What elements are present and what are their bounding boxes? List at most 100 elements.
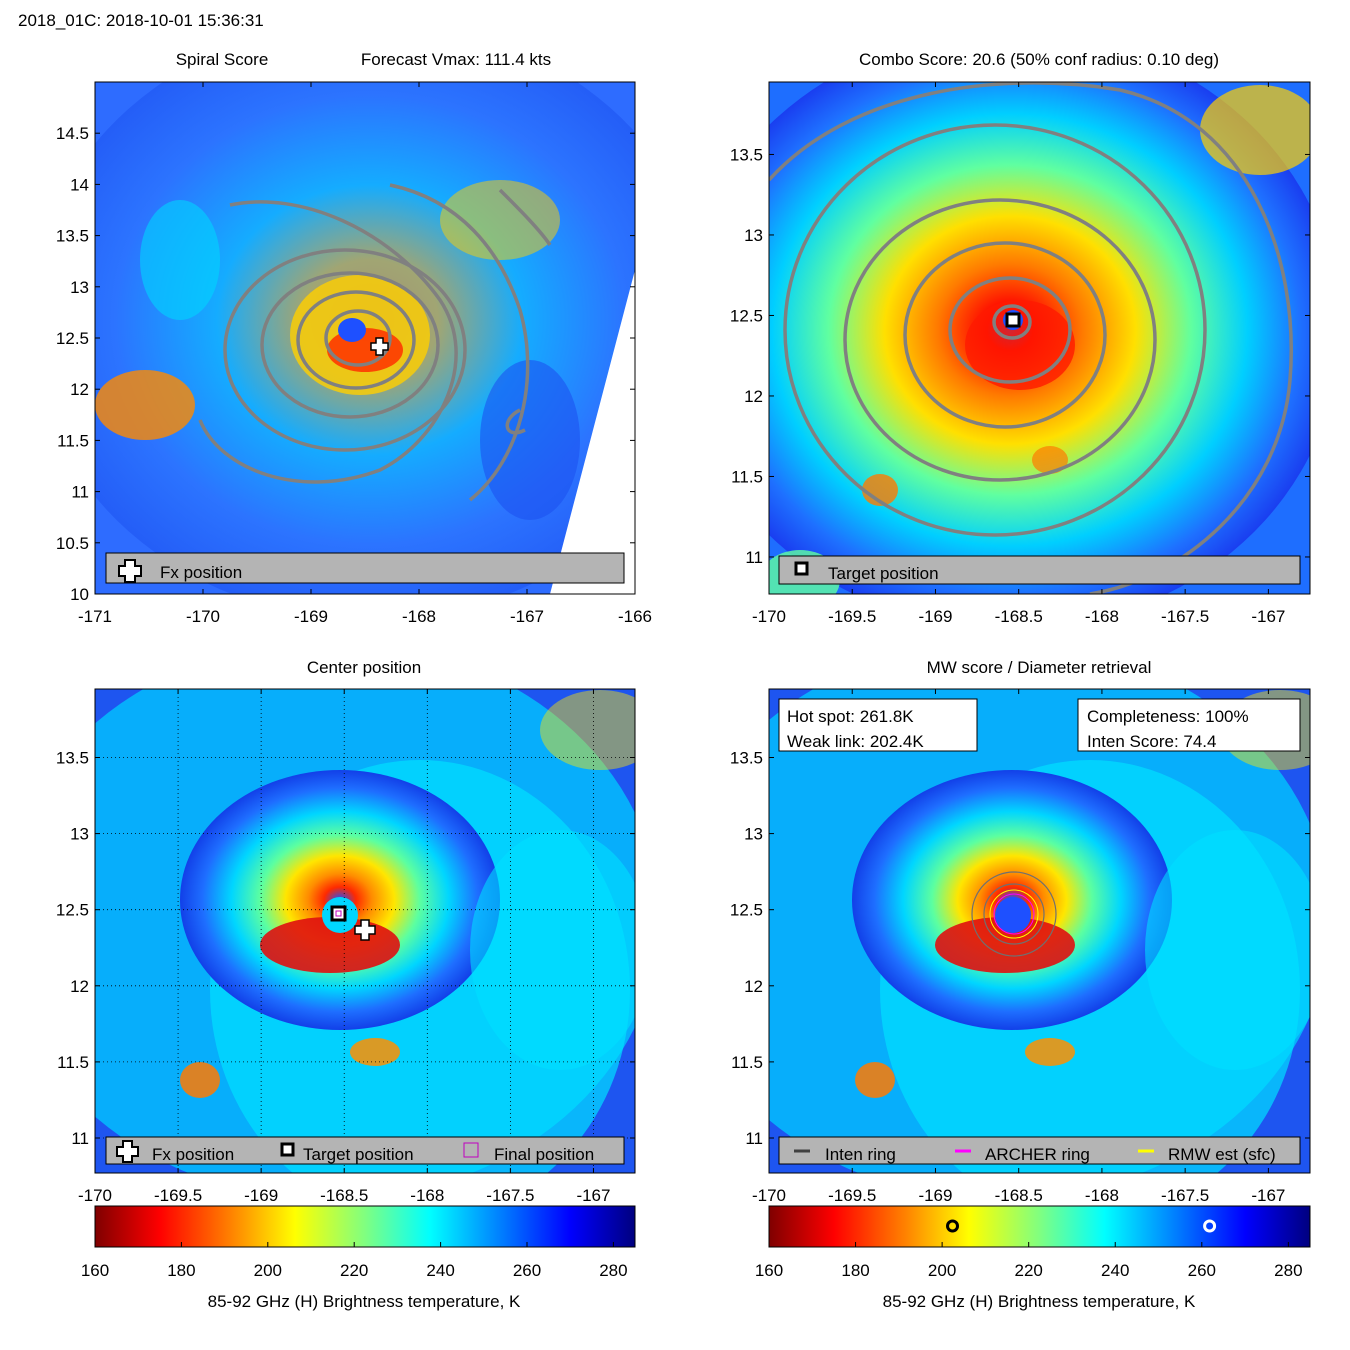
inten-score-text: Inten Score: 74.4 xyxy=(1087,732,1216,751)
x-tick-label: -167 xyxy=(576,1186,610,1205)
mw-legend-box xyxy=(778,1136,1301,1165)
x-tick-label: -169 xyxy=(294,607,328,626)
target-position-legend-icon xyxy=(794,561,809,576)
y-tick-label: 12 xyxy=(744,977,763,996)
y-tick-label: 13.5 xyxy=(730,748,763,767)
fx-position-legend-icon-2 xyxy=(116,1140,139,1163)
y-tick-label: 14 xyxy=(70,175,89,194)
colorbar-tick-label: 260 xyxy=(513,1261,541,1280)
inten-ring-inner xyxy=(983,883,1045,945)
y-tick-label: 13 xyxy=(744,226,763,245)
y-tick-label: 11.5 xyxy=(57,431,89,450)
center-grid xyxy=(95,689,635,1173)
colorbar-tick-label: 260 xyxy=(1188,1261,1216,1280)
y-tick-label: 11.5 xyxy=(731,1053,763,1072)
y-tick-label: 12 xyxy=(744,387,763,406)
x-tick-label: -170 xyxy=(186,607,220,626)
mw-axes-box xyxy=(768,688,1311,1174)
y-tick-label: 12 xyxy=(70,977,89,996)
panel-center-position: Fx position Target position Final positi… xyxy=(56,688,636,1205)
center-final-marker xyxy=(335,910,342,917)
x-tick-label: -169 xyxy=(918,1186,952,1205)
y-tick-label: 11.5 xyxy=(57,1053,89,1072)
spiral-ticks: -171 -170 -169 -168 -167 -166 10 10.5 11 11.5 12 12… xyxy=(56,82,652,626)
colorbar-tick-label: 160 xyxy=(81,1261,109,1280)
x-tick-label: -168 xyxy=(1085,607,1119,626)
spiral-subtitle: Forecast Vmax: 111.4 kts xyxy=(360,50,552,69)
center-ticks: -170 -169.5 -169 -168.5 -168 -167.5 -167 11 11.5… xyxy=(56,689,635,1205)
x-tick-label: -167.5 xyxy=(1161,607,1209,626)
colorbar-tick-label: 160 xyxy=(755,1261,783,1280)
center-legend-target: Target position xyxy=(303,1145,414,1164)
x-tick-label: -170 xyxy=(752,1186,786,1205)
x-tick-label: -167.5 xyxy=(1161,1186,1209,1205)
center-target-marker xyxy=(330,905,347,922)
y-tick-label: 13.5 xyxy=(730,145,763,164)
spiral-contours xyxy=(198,183,552,502)
center-heatmap xyxy=(95,689,635,1173)
panel-combo-score: Target position -170 -169.5 -169 -168.5 -168… xyxy=(730,81,1311,626)
combo-contours xyxy=(769,82,1293,594)
combo-score-heatmap xyxy=(769,82,1310,594)
x-tick-label: -168 xyxy=(402,607,436,626)
mw-title: MW score / Diameter retrieval xyxy=(926,658,1152,677)
y-tick-label: 12.5 xyxy=(730,901,763,920)
combo-legend-box xyxy=(778,555,1301,585)
colorbar-tick-label: 240 xyxy=(426,1261,454,1280)
panel-spiral-score: Fx position -171 -170 -169 -168 -167 -166 10 10… xyxy=(56,81,652,626)
colorbar-left-ticks: 160 180 200 220 240 260 280 xyxy=(81,1242,628,1280)
colorbar-left-gradient xyxy=(94,1205,636,1248)
y-tick-label: 13.5 xyxy=(56,748,89,767)
x-tick-label: -167 xyxy=(1251,1186,1285,1205)
y-tick-label: 11.5 xyxy=(731,467,763,486)
colorbar-left-label: 85-92 GHz (H) Brightness temperature, K xyxy=(207,1292,521,1311)
combo-axes-box xyxy=(768,81,1311,595)
x-tick-label: -167.5 xyxy=(486,1186,534,1205)
combo-target-marker xyxy=(1005,312,1021,328)
y-tick-label: 11 xyxy=(71,483,89,502)
weak-link-marker xyxy=(946,1219,960,1233)
center-legend-box xyxy=(105,1136,625,1165)
mw-info-left-box xyxy=(778,698,978,752)
colorbar-tick-label: 280 xyxy=(599,1261,627,1280)
colorbar-right-markers xyxy=(946,1219,1217,1233)
mw-info-right-box xyxy=(1077,698,1301,752)
y-tick-label: 11 xyxy=(745,1129,763,1148)
y-tick-label: 13 xyxy=(70,825,89,844)
spiral-score-heatmap xyxy=(95,82,635,594)
x-tick-label: -167 xyxy=(510,607,544,626)
colorbar-tick-label: 220 xyxy=(340,1261,368,1280)
y-tick-label: 12.5 xyxy=(56,329,89,348)
x-tick-label: -169.5 xyxy=(828,1186,876,1205)
hot-spot-text: Hot spot: 261.8K xyxy=(787,707,914,726)
y-tick-label: 11 xyxy=(745,548,763,567)
center-legend-fx: Fx position xyxy=(152,1145,234,1164)
mw-ticks: -170 -169.5 -169 -168.5 -168 -167.5 -167 11 11.5… xyxy=(730,689,1310,1205)
y-tick-label: 13 xyxy=(70,278,89,297)
x-tick-label: -169 xyxy=(244,1186,278,1205)
x-tick-label: -168 xyxy=(1085,1186,1119,1205)
x-tick-label: -169 xyxy=(918,607,952,626)
y-tick-label: 13.5 xyxy=(56,227,89,246)
hot-spot-marker xyxy=(1203,1219,1217,1233)
y-tick-label: 12.5 xyxy=(730,306,763,325)
y-tick-label: 12.5 xyxy=(56,901,89,920)
y-tick-label: 13 xyxy=(744,825,763,844)
spiral-legend-fx: Fx position xyxy=(160,563,242,582)
center-title: Center position xyxy=(306,658,422,677)
inten-ring xyxy=(971,871,1057,957)
mw-legend-inten: Inten ring xyxy=(825,1145,896,1164)
x-tick-label: -170 xyxy=(78,1186,112,1205)
colorbar-right-label: 85-92 GHz (H) Brightness temperature, K xyxy=(882,1292,1196,1311)
x-tick-label: -167 xyxy=(1251,607,1285,626)
colorbar-right-gradient xyxy=(768,1205,1311,1248)
completeness-text: Completeness: 100% xyxy=(1087,707,1249,726)
mw-legend-archer: ARCHER ring xyxy=(985,1145,1090,1164)
colorbar-right-ticks: 160 180 200 220 240 260 280 xyxy=(755,1242,1303,1280)
colorbar-tick-label: 220 xyxy=(1014,1261,1042,1280)
x-tick-label: -171 xyxy=(78,607,112,626)
mw-legend-rmw: RMW est (sfc) xyxy=(1168,1145,1276,1164)
mw-heatmap xyxy=(769,689,1310,1173)
mw-rings xyxy=(971,871,1057,957)
